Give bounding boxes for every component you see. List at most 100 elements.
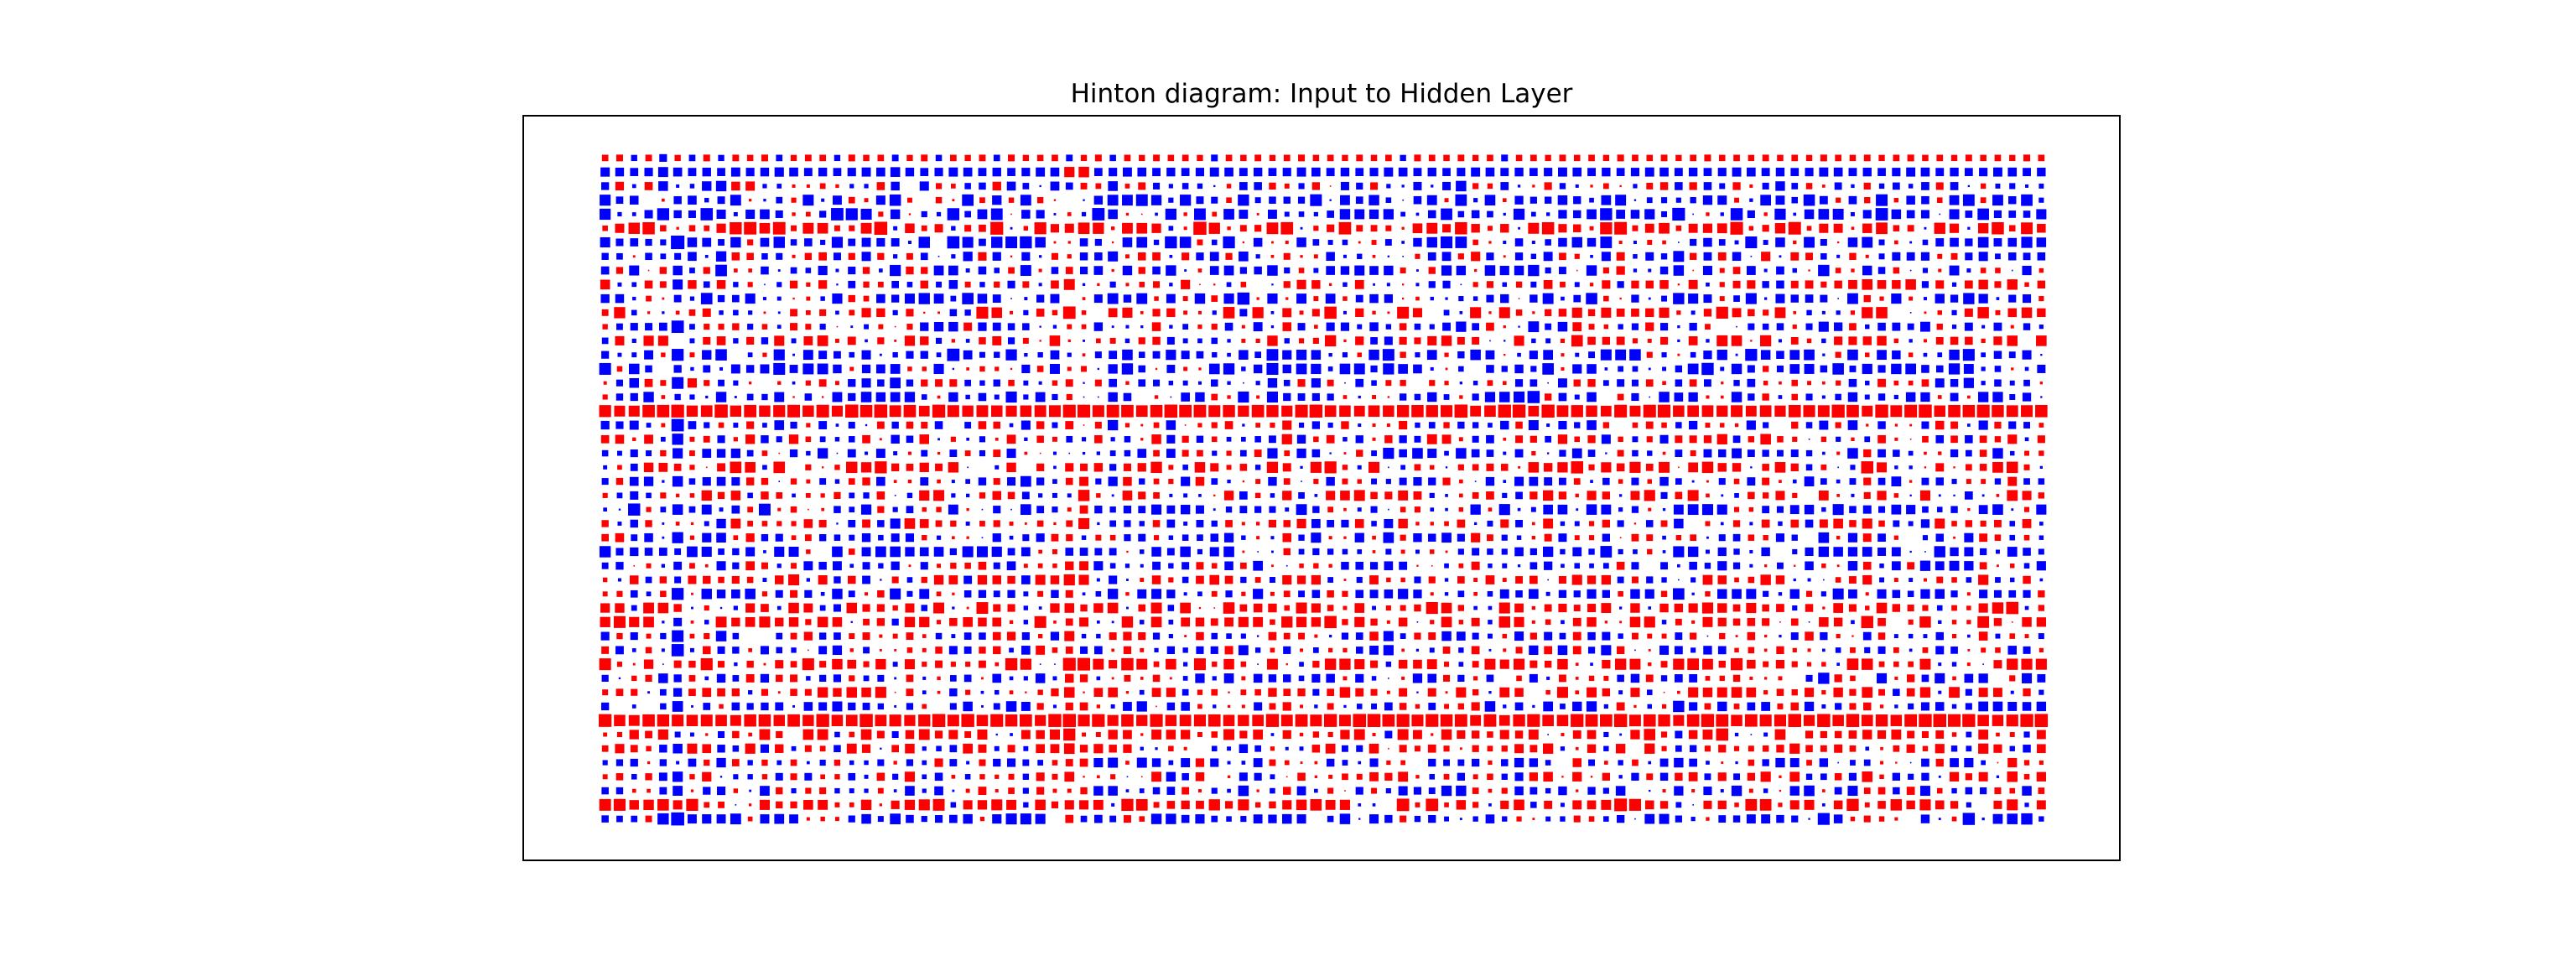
hinton-cell xyxy=(1126,579,1129,581)
hinton-cell xyxy=(1966,464,1972,471)
hinton-cell xyxy=(1297,393,1306,401)
hinton-cell xyxy=(733,788,739,793)
hinton-cell xyxy=(748,310,753,315)
hinton-cell xyxy=(1893,394,1898,400)
hinton-cell xyxy=(1573,294,1581,303)
hinton-cell xyxy=(1053,620,1057,624)
hinton-cell xyxy=(808,508,809,511)
hinton-cell xyxy=(1020,475,1031,487)
hinton-cell xyxy=(1851,268,1855,273)
hinton-cell xyxy=(687,378,698,388)
hinton-cell xyxy=(1909,550,1912,553)
hinton-cell xyxy=(1311,378,1321,388)
hinton-cell xyxy=(1980,548,1987,556)
hinton-cell xyxy=(935,154,943,162)
hinton-cell xyxy=(964,309,971,316)
hinton-cell xyxy=(1893,787,1900,795)
hinton-cell xyxy=(791,647,797,653)
hinton-cell xyxy=(1994,281,2002,288)
hinton-cell xyxy=(1678,466,1680,469)
hinton-cell xyxy=(1894,465,1898,470)
hinton-cell xyxy=(1791,689,1798,696)
hinton-cell xyxy=(1370,225,1378,232)
hinton-cell xyxy=(1358,761,1362,765)
hinton-cell xyxy=(802,714,814,726)
hinton-cell xyxy=(1732,604,1741,612)
hinton-cell xyxy=(1649,396,1651,398)
hinton-cell xyxy=(1964,491,1973,500)
hinton-cell xyxy=(1498,714,1510,726)
hinton-cell xyxy=(1822,789,1826,792)
hinton-cell xyxy=(2007,237,2018,247)
hinton-cell xyxy=(2022,491,2032,501)
hinton-cell xyxy=(643,602,654,614)
hinton-cell xyxy=(1083,691,1085,693)
hinton-cell xyxy=(1981,352,1986,358)
hinton-cell xyxy=(2038,183,2044,189)
hinton-cell xyxy=(1021,702,1031,711)
hinton-cell xyxy=(965,689,971,695)
hinton-cell xyxy=(1662,381,1666,386)
hinton-cell xyxy=(1415,704,1420,709)
hinton-cell xyxy=(1963,364,1974,374)
hinton-cell xyxy=(733,605,738,610)
hinton-cell xyxy=(1717,561,1727,571)
hinton-cell xyxy=(1615,349,1627,361)
hinton-cell xyxy=(746,449,754,457)
hinton-cell xyxy=(1239,309,1248,317)
hinton-cell xyxy=(1907,730,1915,739)
hinton-cell xyxy=(1065,561,1074,570)
hinton-cell xyxy=(1486,294,1494,303)
hinton-cell xyxy=(716,476,726,486)
hinton-cell xyxy=(646,492,652,499)
hinton-cell xyxy=(1371,450,1377,456)
hinton-cell xyxy=(1588,548,1595,555)
hinton-cell xyxy=(1544,604,1552,612)
hinton-cell xyxy=(1223,714,1235,726)
hinton-cell xyxy=(1774,208,1786,221)
hinton-cell xyxy=(1312,548,1320,556)
hinton-cell xyxy=(1935,730,1945,739)
hinton-cell xyxy=(1314,494,1318,497)
hinton-cell xyxy=(864,774,869,779)
hinton-cell xyxy=(1837,298,1839,299)
hinton-cell xyxy=(894,677,897,680)
hinton-cell xyxy=(877,703,885,710)
hinton-cell xyxy=(1399,561,1408,570)
hinton-cell xyxy=(631,184,636,189)
hinton-cell xyxy=(1573,196,1581,205)
hinton-cell xyxy=(1009,521,1014,526)
hinton-cell xyxy=(849,788,854,794)
hinton-cell xyxy=(1122,222,1133,234)
hinton-cell xyxy=(1182,787,1190,795)
hinton-cell xyxy=(1079,476,1088,486)
hinton-cell xyxy=(1010,733,1013,736)
hinton-cell xyxy=(745,181,756,191)
hinton-cell xyxy=(2036,730,2046,740)
hinton-cell xyxy=(963,167,973,177)
hinton-cell xyxy=(657,208,670,221)
hinton-cell xyxy=(1689,702,1698,711)
hinton-cell xyxy=(1296,575,1306,584)
hinton-cell xyxy=(1039,255,1042,258)
hinton-cell xyxy=(1543,701,1554,712)
hinton-cell xyxy=(1457,210,1465,218)
hinton-cell xyxy=(803,336,813,345)
hinton-cell xyxy=(922,690,927,694)
hinton-cell xyxy=(1153,154,1160,162)
hinton-cell xyxy=(2009,732,2015,737)
hinton-cell xyxy=(790,801,797,808)
hinton-cell xyxy=(1904,404,1918,418)
hinton-cell xyxy=(1893,154,1900,162)
hinton-cell xyxy=(1426,350,1437,361)
hinton-cell xyxy=(1892,252,1901,261)
hinton-cell xyxy=(1020,813,1031,825)
hinton-cell xyxy=(1514,476,1524,486)
hinton-cell xyxy=(1909,465,1913,470)
hinton-cell xyxy=(994,351,1000,358)
hinton-cell xyxy=(1865,746,1870,751)
hinton-cell xyxy=(657,335,668,346)
hinton-cell xyxy=(861,533,871,543)
hinton-cell xyxy=(1020,714,1032,727)
hinton-cell xyxy=(849,366,854,371)
